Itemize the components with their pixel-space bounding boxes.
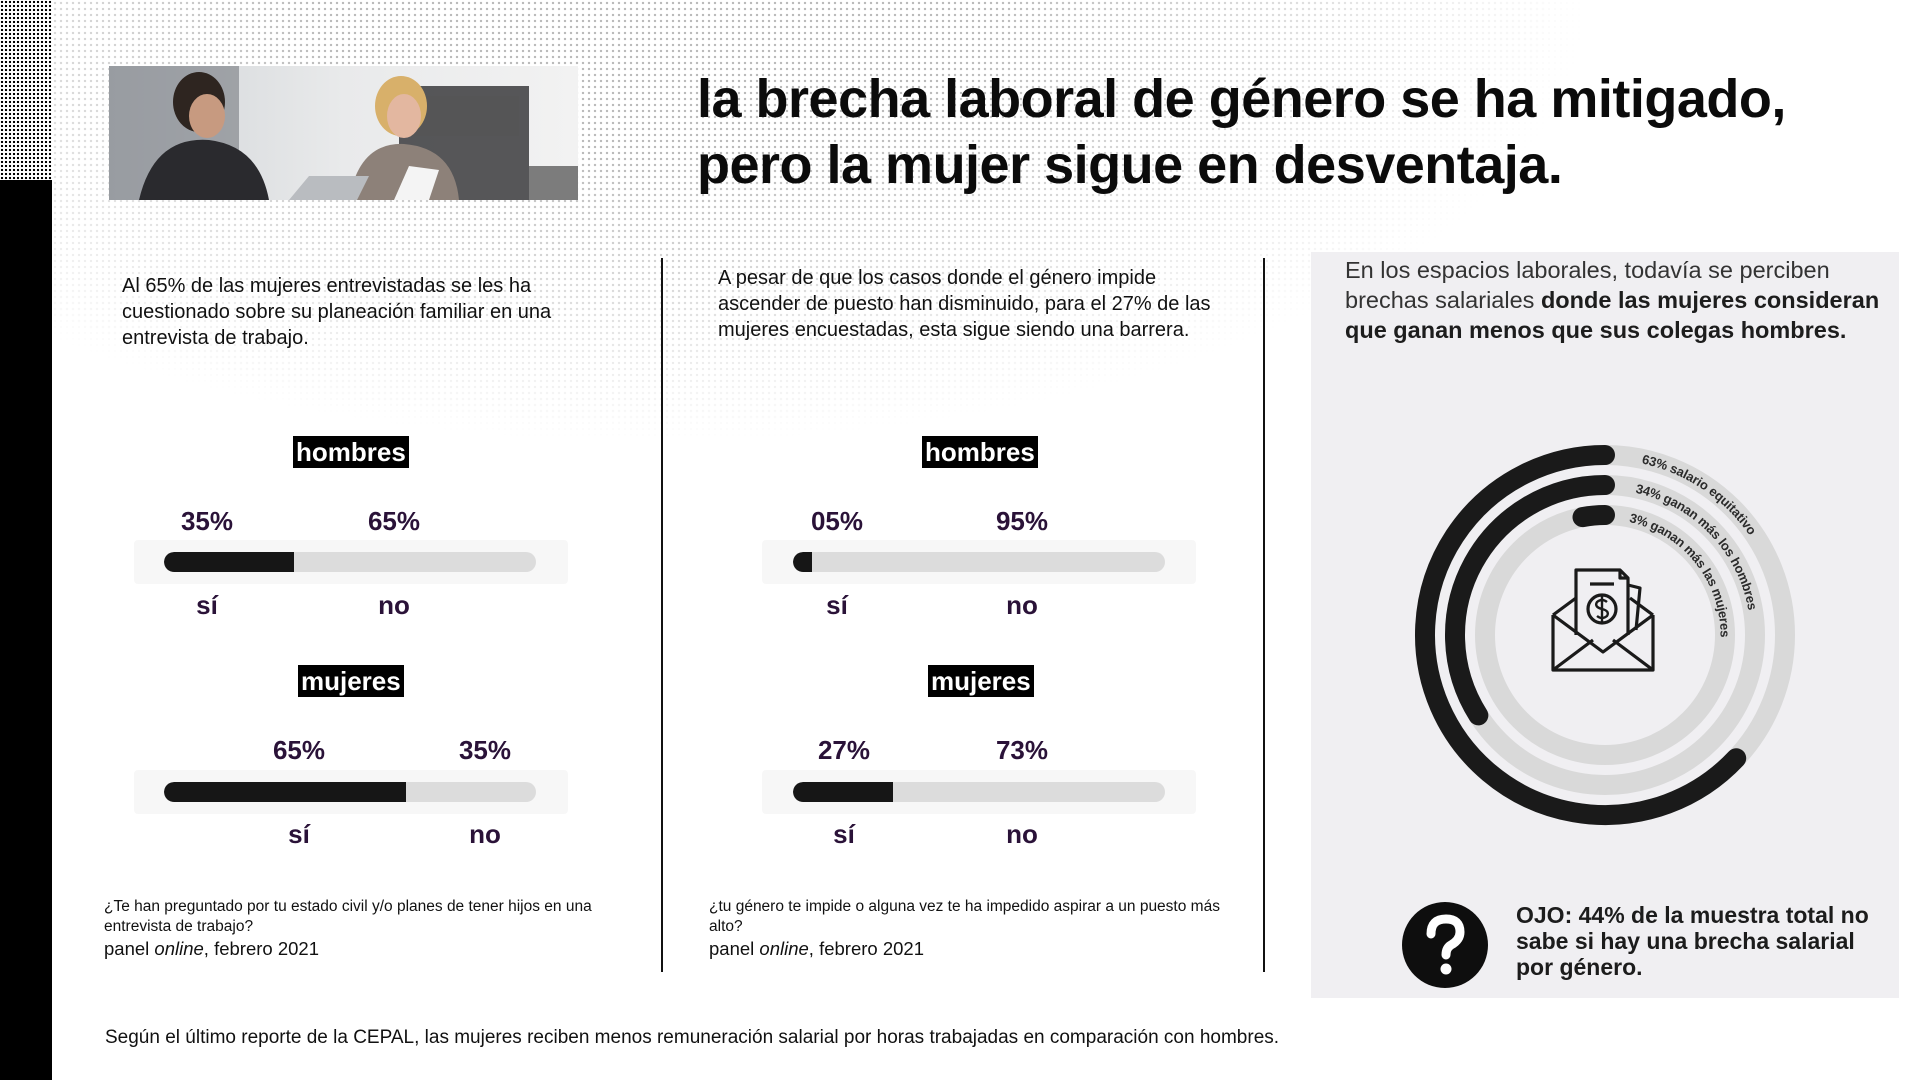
ojo-note: OJO: 44% de la muestra total no sabe si … [1516,902,1869,980]
footer-note: Según el último reporte de la CEPAL, las… [105,1027,1280,1048]
s2-group-mujeres-label: mujeres [928,665,1034,697]
s2-mujeres-no-pct: 73% [995,735,1049,765]
s2-source-italic: online [759,938,809,959]
s1-mujeres-si-pct: 65% [272,735,326,765]
s1-source-italic: online [154,938,204,959]
s2-mujeres-bar [793,782,1165,802]
s1-hombres-bar [164,552,536,572]
right-panel-intro: En los espacios laborales, todavía se pe… [1345,255,1885,345]
s2-hombres-no-pct: 95% [995,506,1049,536]
s1-group-hombres-label: hombres [293,436,409,468]
salary-gap-panel [1311,252,1899,998]
s1-group-mujeres-label: mujeres [298,665,404,697]
s2-source-suffix: , febrero 2021 [808,938,924,959]
s2-mujeres-no-label: no [1006,819,1038,849]
s2-question: ¿tu género te impide o alguna vez te ha … [709,898,1220,935]
s2-hombres-si-pct: 05% [810,506,864,536]
s1-source-suffix: , febrero 2021 [203,938,319,959]
s2-hombres-bar-fill [793,552,812,572]
s2-group-hombres-label: hombres [922,436,1038,468]
right-intro-bold: donde las mujeres consideran que ganan m… [1345,287,1880,343]
s2-hombres-bar [793,552,1165,572]
s2-mujeres-si-pct: 27% [817,735,871,765]
s1-mujeres-no-label: no [469,819,501,849]
header-photo [109,66,578,200]
column-divider-1 [661,258,663,972]
s1-mujeres-no-pct: 35% [458,735,512,765]
s1-hombres-no-label: no [378,590,410,620]
title-line-2: pero la mujer sigue en desventaja. [697,135,1563,195]
s2-source-prefix: panel [709,938,760,959]
s1-mujeres-bar-fill [164,782,406,802]
s1-source: panel online, febrero 2021 [104,938,319,960]
s1-hombres-si-label: sí [196,590,218,620]
s2-mujeres-si-label: sí [833,819,855,849]
question-mark-icon [1402,902,1488,988]
s1-hombres-no-pct: 65% [367,506,421,536]
title-line-1: la brecha laboral de género se ha mitiga… [697,69,1786,129]
s1-question: ¿Te han preguntado por tu estado civil y… [104,898,592,935]
envelope-dollar-icon [1551,568,1655,672]
s2-mujeres-bar-fill [793,782,894,802]
s1-hombres-bar-fill [164,552,295,572]
right-intro-plain: En los espacios laborales, todavía se pe… [1345,257,1830,313]
s1-hombres-si-pct: 35% [180,506,234,536]
ring-arc-ganan-más-los-hombres [1445,475,1615,726]
s2-hombres-si-label: sí [826,590,848,620]
s2-hombres-no-label: no [1006,590,1038,620]
section2-intro: A pesar de que los casos donde el género… [718,267,1211,341]
s1-mujeres-si-label: sí [288,819,310,849]
column-divider-2 [1263,258,1265,972]
s2-source: panel online, febrero 2021 [709,938,924,960]
s1-mujeres-bar [164,782,536,802]
section1-intro: Al 65% de las mujeres entrevistadas se l… [122,275,552,349]
ring-arc-ganan-más-las-mujeres [1572,505,1615,528]
page-title: la brecha laboral de género se ha mitiga… [697,66,1857,198]
left-decorative-strip [0,0,52,1080]
ring-arc-salario-equitativo [1415,445,1747,825]
s1-source-prefix: panel [104,938,155,959]
